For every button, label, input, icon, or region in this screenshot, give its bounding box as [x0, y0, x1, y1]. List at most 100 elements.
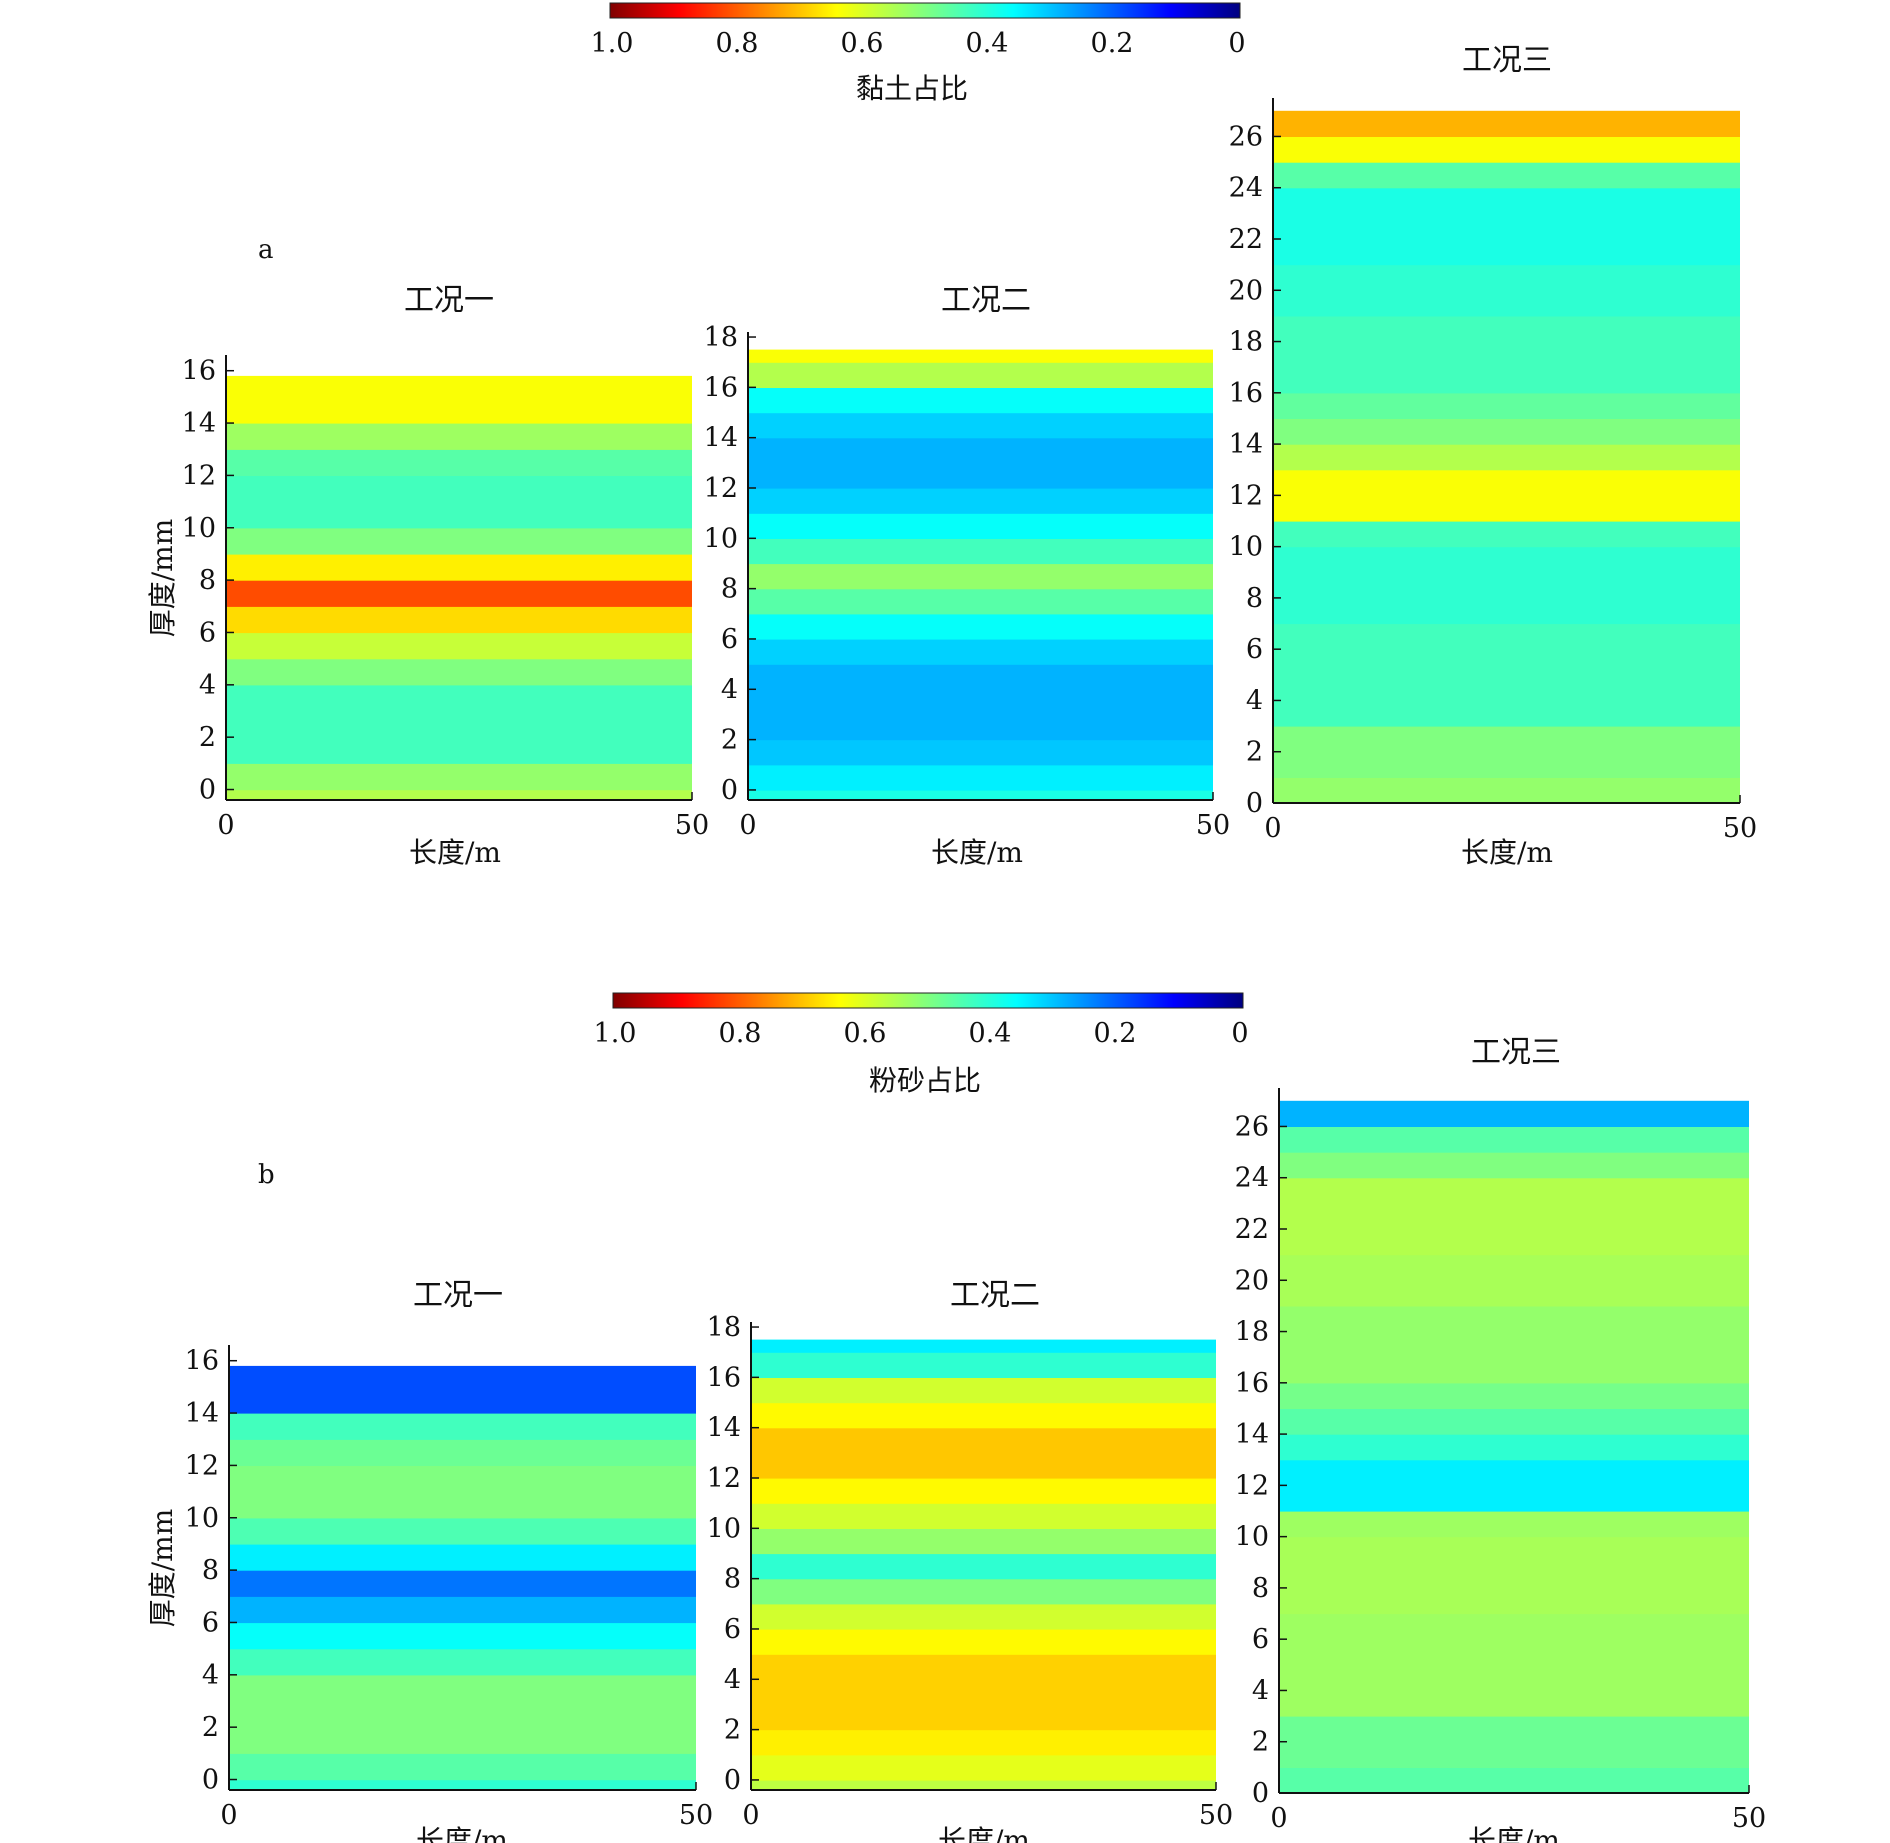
heatmap-layer-10	[229, 1439, 696, 1466]
y-tick-label: 8	[199, 565, 216, 596]
panel-letter: b	[258, 1160, 275, 1190]
y-tick-label: 12	[707, 1463, 741, 1494]
chart-a-case-2: 工况二 0 2 4 6 8 10 12 14 16 18 0 50 长度/m	[704, 283, 1231, 869]
x-tick-label: 0	[220, 1800, 237, 1831]
colorbar-tick-label: 0.2	[1091, 28, 1134, 59]
y-tick-label: 10	[1229, 532, 1263, 563]
y-tick-label: 16	[704, 372, 738, 403]
y-tick-label: 0	[202, 1765, 219, 1796]
heatmap-layer-7	[229, 1543, 696, 1571]
heatmap-layer-10	[1273, 264, 1740, 317]
x-tick-label: 0	[739, 810, 756, 841]
y-tick-label: 8	[202, 1555, 219, 1586]
y-tick-label: 12	[1235, 1470, 1269, 1501]
heatmap-layer-8	[748, 538, 1213, 565]
colorbar-tick-label: 0.4	[966, 28, 1009, 59]
heatmap-layer-3	[1273, 546, 1740, 625]
heatmap-layer-13	[751, 1377, 1216, 1404]
y-tick-label: 14	[1229, 429, 1263, 460]
y-axis: 0 2 4 6 8 10 12 14 16 18	[707, 1312, 759, 1796]
y-tick-label: 6	[199, 617, 216, 648]
colorbar-tick-label: 0.2	[1094, 1018, 1137, 1049]
y-tick-label: 16	[182, 356, 216, 387]
heatmap-layer-8	[751, 1528, 1216, 1555]
heatmap-layer-0	[1279, 1767, 1749, 1794]
colorbar-tick-label: 1.0	[591, 28, 634, 59]
panel-a: a 1.0 0.8 0.6 0.4 0.2 0 黏土占比 工况一 0246810…	[146, 2, 1758, 869]
heatmap-layer-3	[226, 658, 692, 686]
heatmap-layer-6	[1279, 1434, 1749, 1461]
chart-a-case-1: 工况一 0 2 4 6 8 10 12 14 16 0 50 长度/m 厚度/mm	[146, 283, 709, 869]
y-tick-label: 26	[1235, 1111, 1269, 1142]
y-tick-label: 4	[1252, 1675, 1269, 1706]
colorbar-tick-label: 0.8	[716, 28, 759, 59]
y-tick-label: 2	[199, 722, 216, 753]
y-tick-label: 10	[182, 513, 216, 544]
heatmap-layer-14	[1279, 1100, 1749, 1127]
chart-title: 工况三	[1471, 1035, 1561, 1070]
y-tick-label: 24	[1229, 173, 1263, 204]
heatmap-layer-6	[748, 588, 1213, 615]
y-tick-label: 12	[704, 473, 738, 504]
x-tick-label: 50	[1199, 1800, 1233, 1831]
heatmap-layer-10	[748, 488, 1213, 514]
heatmap-layer-14	[1273, 110, 1740, 137]
heatmap-layer-9	[226, 475, 692, 529]
y-tick-label: 16	[1235, 1368, 1269, 1399]
y-tick-label: 0	[721, 775, 738, 806]
colorbar-gradient	[609, 2, 1241, 19]
heatmap-layer-14	[748, 362, 1213, 388]
panel-b: b 1.0 0.8 0.6 0.4 0.2 0 粉砂占比 工况一 0246810…	[146, 992, 1767, 1843]
heatmap-layer-1	[748, 764, 1213, 791]
y-tick-label: 12	[1229, 480, 1263, 511]
heatmap-layer-0	[229, 1779, 696, 1791]
y-tick-label: 14	[1235, 1419, 1269, 1450]
x-tick-label: 50	[679, 1800, 713, 1831]
heatmap-layer-13	[1273, 136, 1740, 163]
chart-b-case-1: 工况一 0 2 4 6 8 10 12 14 16 0 50 长度/m 厚度/mm	[146, 1278, 713, 1843]
heatmap-layers	[229, 1365, 696, 1791]
colorbar-ticks: 1.0 0.8 0.6 0.4 0.2 0	[591, 28, 1246, 59]
heatmap-layer-2	[751, 1729, 1216, 1756]
heatmap-layer-8	[1273, 392, 1740, 419]
y-tick-label: 0	[1252, 1778, 1269, 1809]
y-tick-label: 14	[182, 408, 216, 439]
y-tick-label: 6	[1246, 634, 1263, 665]
colorbar: 1.0 0.8 0.6 0.4 0.2 0 粉砂占比	[594, 992, 1249, 1097]
heatmap-layer-9	[751, 1503, 1216, 1529]
heatmap-layer-15	[751, 1339, 1216, 1353]
x-tick-label: 0	[742, 1800, 759, 1831]
heatmap-layer-12	[226, 375, 692, 424]
y-tick-label: 6	[721, 624, 738, 655]
y-tick-label: 8	[724, 1564, 741, 1595]
y-tick-label: 20	[1229, 275, 1263, 306]
chart-title: 工况一	[404, 283, 494, 318]
y-tick-label: 14	[704, 423, 738, 454]
heatmap-layer-2	[229, 1674, 696, 1754]
chart-title: 工况三	[1462, 43, 1552, 78]
heatmap-layer-10	[226, 449, 692, 476]
y-tick-label: 14	[185, 1398, 219, 1429]
heatmap-layer-9	[748, 513, 1213, 539]
heatmap-layer-11	[229, 1413, 696, 1440]
chart-b-case-2: 工况二 0 2 4 6 8 10 12 14 16 18 0 50 长度/m	[707, 1278, 1234, 1843]
y-tick-label: 26	[1229, 121, 1263, 152]
heatmap-layer-5	[226, 606, 692, 634]
heatmap-layer-4	[1273, 521, 1740, 548]
x-axis-label: 长度/m	[1468, 1824, 1560, 1843]
x-axis-label: 长度/m	[1461, 836, 1553, 869]
heatmap-layer-12	[1279, 1152, 1749, 1179]
x-axis: 0 50	[742, 1782, 1233, 1831]
heatmap-layer-10	[1279, 1254, 1749, 1307]
heatmap-layer-0	[1273, 777, 1740, 804]
heatmap-layer-1	[1279, 1716, 1749, 1768]
x-tick-label: 50	[675, 810, 709, 841]
heatmap-layer-10	[751, 1478, 1216, 1504]
heatmap-layer-4	[1279, 1511, 1749, 1538]
heatmap-layer-5	[229, 1596, 696, 1624]
heatmap-layer-5	[1273, 469, 1740, 522]
